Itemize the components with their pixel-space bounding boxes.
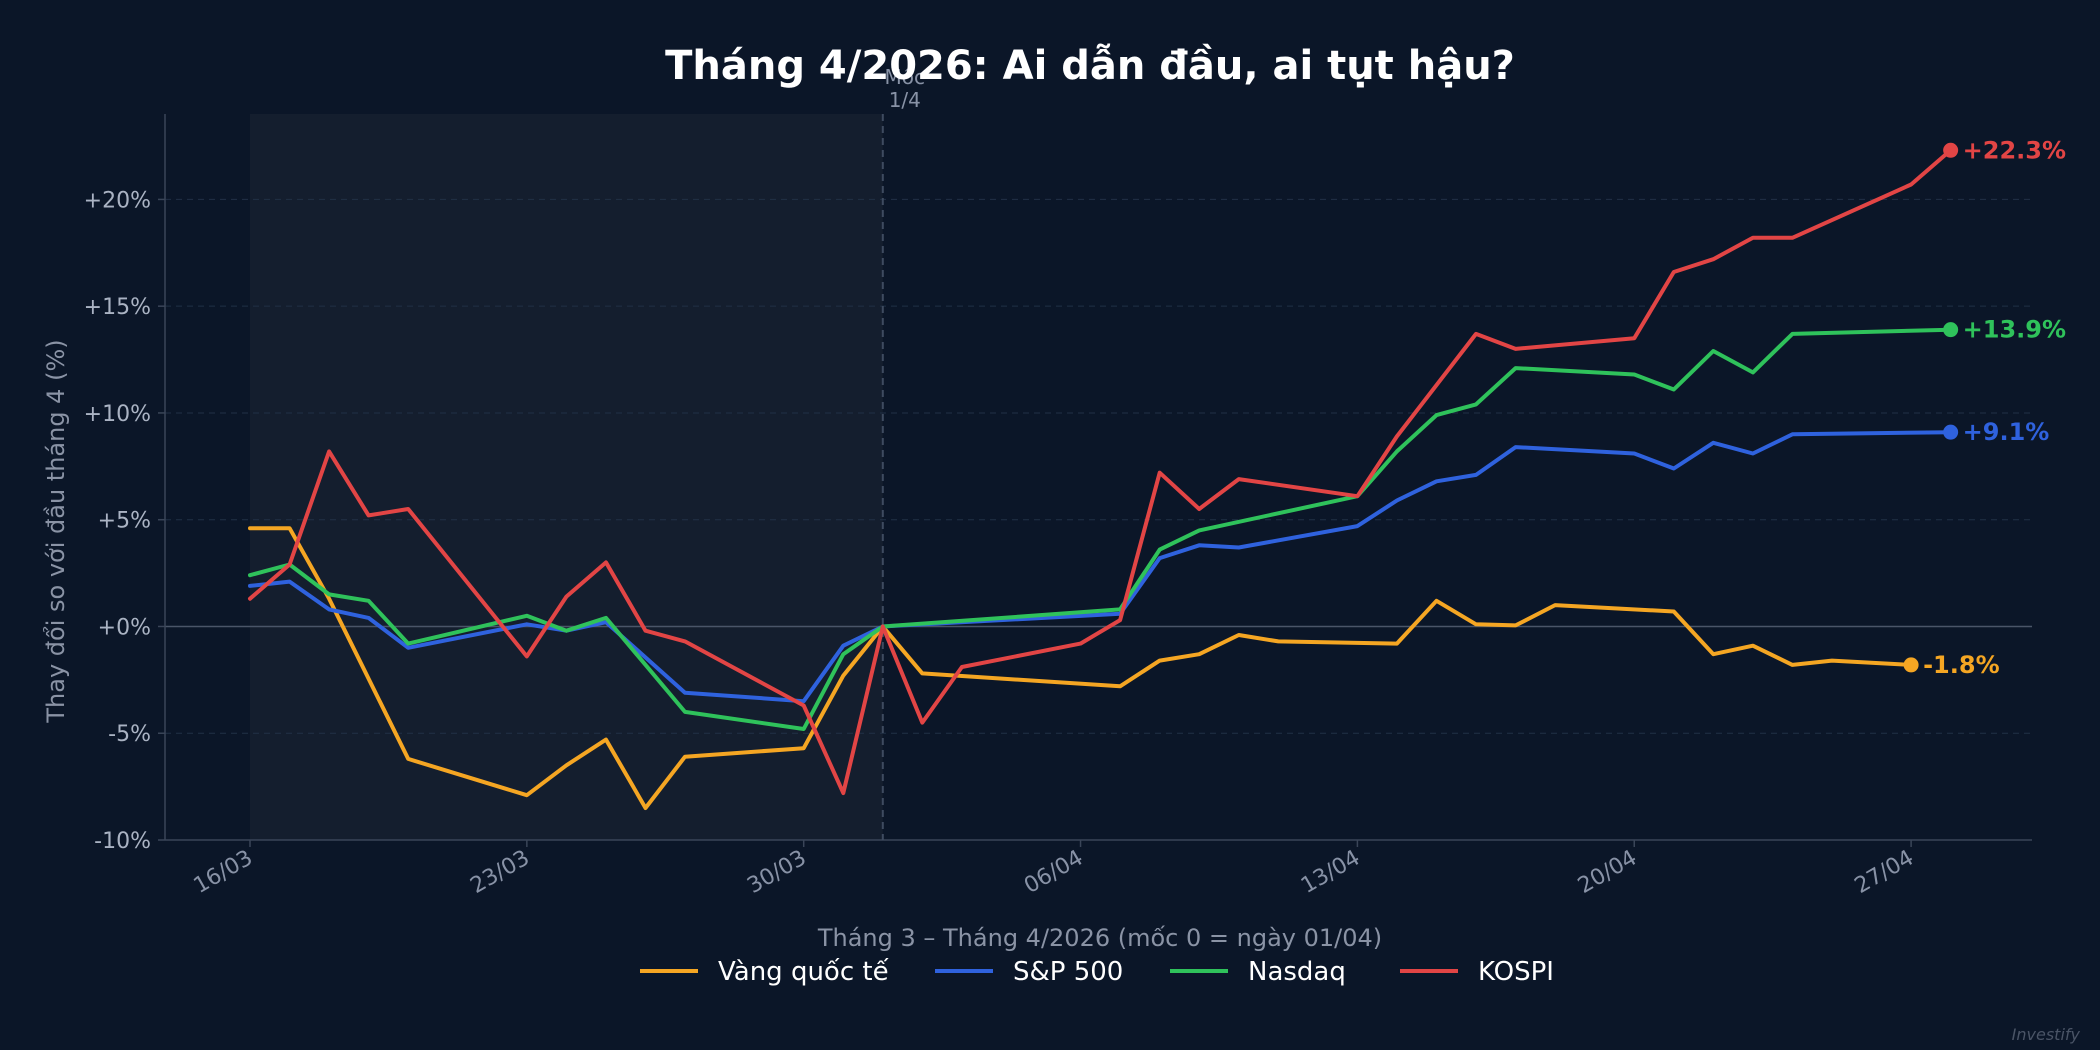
y-tick-label: +0% (98, 615, 151, 640)
series-lines (248, 148, 1953, 810)
legend-label-nasdaq: Nasdaq (1248, 957, 1346, 987)
x-tick-label: 20/04 (1574, 846, 1641, 899)
end-marker-nasdaq (1943, 322, 1959, 338)
legend-label-kospi: KOSPI (1478, 957, 1554, 987)
x-tick-label: 13/04 (1297, 846, 1364, 899)
y-tick-label: +10% (84, 402, 151, 427)
y-tick-label: -5% (108, 722, 151, 747)
x-tick-label: 27/04 (1851, 846, 1918, 899)
legend-label-s-p-500: S&P 500 (1013, 957, 1123, 987)
y-tick-labels: -10% -5% +0% +5% +10% +15% +20% (84, 188, 165, 854)
legend-label-v-ng-qu-c-t: Vàng quốc tế (718, 957, 889, 987)
series-end-markers: -1.8% +9.1% +13.9% +22.3% (1903, 136, 2066, 679)
x-tick-labels: 16/03 23/03 30/03 06/04 13/04 20/04 27/04 (190, 840, 1918, 899)
end-value-label-s-p-500: +9.1% (1963, 418, 2050, 446)
y-axis-title: Thay đổi so với đầu tháng 4 (%) (42, 339, 70, 723)
reference-line-label-top: Mốc (885, 65, 926, 89)
end-marker-s-p-500 (1943, 424, 1959, 440)
series-line-kospi (248, 148, 1953, 795)
end-value-label-v-ng-qu-c-t: -1.8% (1923, 651, 2000, 679)
x-axis-title: Tháng 3 – Tháng 4/2026 (mốc 0 = ngày 01/… (817, 924, 1382, 952)
y-tick-label: +20% (84, 188, 151, 213)
x-tick-label: 23/03 (466, 846, 533, 899)
legend: Vàng quốc tế S&P 500 Nasdaq KOSPI (640, 957, 1554, 987)
watermark: Investify (2012, 1025, 2081, 1044)
y-tick-label: +5% (98, 509, 151, 534)
series-line-nasdaq (248, 327, 1953, 731)
reference-line-label-bottom: 1/4 (889, 88, 921, 112)
chart-title: Tháng 4/2026: Ai dẫn đầu, ai tụt hậu? (665, 43, 1515, 89)
end-value-label-kospi: +22.3% (1963, 136, 2066, 164)
end-value-label-nasdaq: +13.9% (1963, 316, 2066, 344)
end-marker-kospi (1943, 142, 1959, 158)
x-tick-label: 16/03 (190, 846, 257, 899)
x-tick-label: 06/04 (1020, 846, 1087, 899)
end-marker-v-ng-qu-c-t (1903, 657, 1919, 673)
pre-april-shaded-region (250, 114, 883, 840)
y-tick-label: -10% (94, 829, 151, 854)
series-line-v-ng-qu-c-t (248, 526, 1914, 810)
series-line-s-p-500 (248, 430, 1953, 704)
y-tick-label: +15% (84, 295, 151, 320)
x-tick-label: 30/03 (743, 846, 810, 899)
